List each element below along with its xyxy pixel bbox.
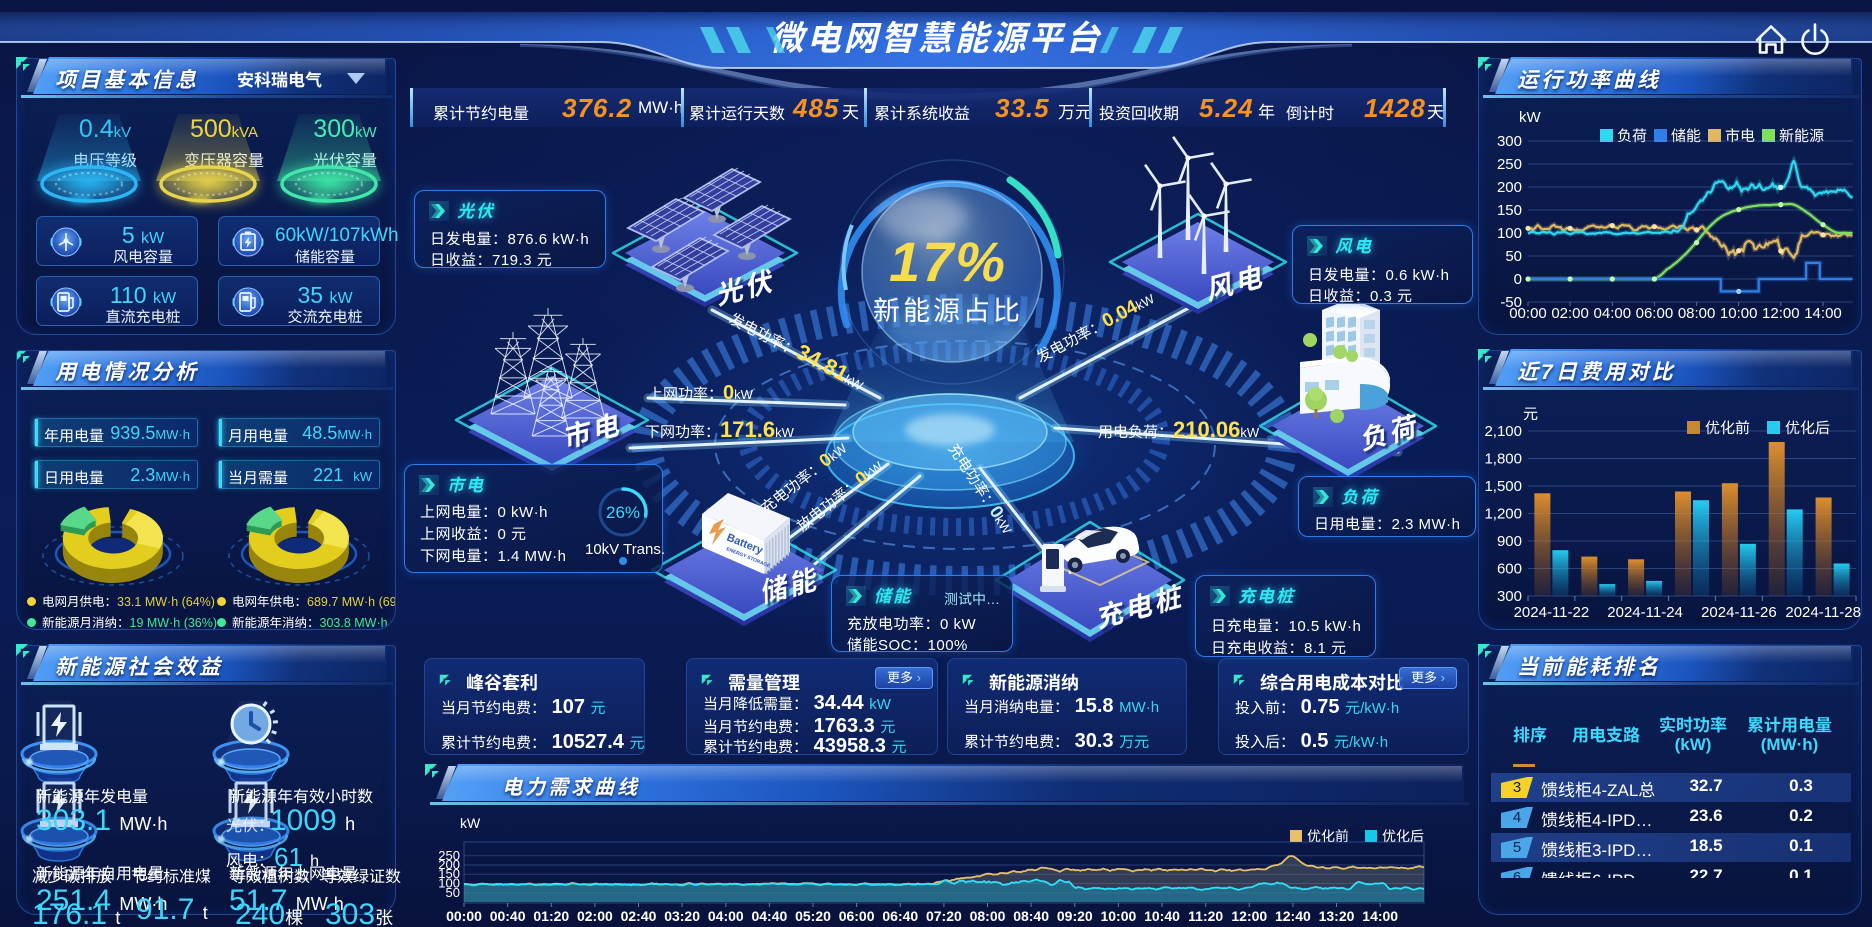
svg-text:10:40: 10:40 (1144, 908, 1180, 924)
svg-text:12:40: 12:40 (1275, 908, 1311, 924)
svg-text:优化后: 优化后 (1382, 828, 1424, 844)
svg-text:13:20: 13:20 (1319, 908, 1355, 924)
svg-text:00:00: 00:00 (446, 908, 482, 924)
svg-text:04:40: 04:40 (751, 908, 787, 924)
svg-text:微电网智慧能源平台: 微电网智慧能源平台 (770, 20, 1103, 58)
svg-text:06:00: 06:00 (839, 908, 875, 924)
svg-text:0: 0 (1514, 271, 1522, 288)
svg-text:26%: 26% (606, 503, 640, 522)
svg-text:150: 150 (438, 866, 460, 881)
svg-text:新能源: 新能源 (1779, 128, 1824, 145)
svg-text:100: 100 (1497, 225, 1522, 242)
svg-text:2,100: 2,100 (1484, 423, 1522, 440)
svg-text:00:00: 00:00 (1509, 305, 1547, 322)
svg-text:03:20: 03:20 (664, 908, 700, 924)
svg-text:储能: 储能 (1671, 128, 1701, 145)
svg-text:09:20: 09:20 (1057, 908, 1093, 924)
svg-text:新能源占比: 新能源占比 (873, 296, 1023, 326)
svg-text:kW: kW (1519, 109, 1542, 126)
svg-text:优化后: 优化后 (1785, 420, 1830, 437)
svg-text:14:00: 14:00 (1804, 305, 1842, 322)
svg-text:600: 600 (1497, 561, 1522, 578)
svg-text:10:00: 10:00 (1100, 908, 1136, 924)
svg-text:01:20: 01:20 (533, 908, 569, 924)
svg-text:200: 200 (438, 857, 460, 872)
svg-text:2024-11-22: 2024-11-22 (1514, 604, 1590, 621)
svg-text:04:00: 04:00 (708, 908, 744, 924)
svg-text:02:00: 02:00 (577, 908, 613, 924)
svg-text:08:00: 08:00 (970, 908, 1006, 924)
svg-text:14:00: 14:00 (1362, 908, 1398, 924)
svg-text:50: 50 (1505, 248, 1522, 265)
svg-text:150: 150 (1497, 202, 1522, 219)
svg-text:10:00: 10:00 (1720, 305, 1758, 322)
svg-text:06:40: 06:40 (882, 908, 918, 924)
svg-text:300: 300 (1497, 588, 1522, 605)
svg-text:2024-11-24: 2024-11-24 (1607, 604, 1683, 621)
svg-text:02:40: 02:40 (621, 908, 657, 924)
svg-text:08:40: 08:40 (1013, 908, 1049, 924)
svg-text:250: 250 (438, 848, 460, 863)
svg-text:250: 250 (1497, 156, 1522, 173)
svg-text:05:20: 05:20 (795, 908, 831, 924)
svg-text:900: 900 (1497, 533, 1522, 550)
svg-text:08:00: 08:00 (1678, 305, 1716, 322)
svg-text:kW: kW (460, 815, 481, 831)
svg-text:优化前: 优化前 (1705, 420, 1750, 437)
svg-text:07:20: 07:20 (926, 908, 962, 924)
svg-text:市电: 市电 (1725, 128, 1755, 145)
svg-text:元: 元 (1523, 406, 1538, 423)
svg-text:1,500: 1,500 (1484, 478, 1522, 495)
svg-text:优化前: 优化前 (1307, 828, 1349, 844)
svg-text:12:00: 12:00 (1762, 305, 1800, 322)
svg-text:1,800: 1,800 (1484, 451, 1522, 468)
svg-text:300: 300 (1497, 133, 1522, 150)
svg-text:11:20: 11:20 (1188, 908, 1223, 924)
svg-text:2024-11-28: 2024-11-28 (1785, 604, 1861, 621)
svg-text:2024-11-26: 2024-11-26 (1701, 604, 1777, 621)
svg-text:12:00: 12:00 (1231, 908, 1267, 924)
svg-text:06:00: 06:00 (1636, 305, 1674, 322)
svg-text:100: 100 (438, 876, 460, 891)
svg-text:50: 50 (446, 885, 460, 900)
svg-text:负荷: 负荷 (1617, 128, 1647, 145)
svg-text:17%: 17% (889, 230, 1007, 293)
svg-text:-50: -50 (1500, 294, 1522, 311)
svg-text:00:40: 00:40 (490, 908, 526, 924)
svg-text:上网功率：0kW: 上网功率：0kW (648, 382, 754, 404)
svg-text:02:00: 02:00 (1551, 305, 1589, 322)
svg-text:1,200: 1,200 (1484, 506, 1522, 523)
svg-text:用电负荷：210.06kW: 用电负荷：210.06kW (1098, 417, 1260, 442)
svg-text:200: 200 (1497, 179, 1522, 196)
svg-text:04:00: 04:00 (1594, 305, 1632, 322)
